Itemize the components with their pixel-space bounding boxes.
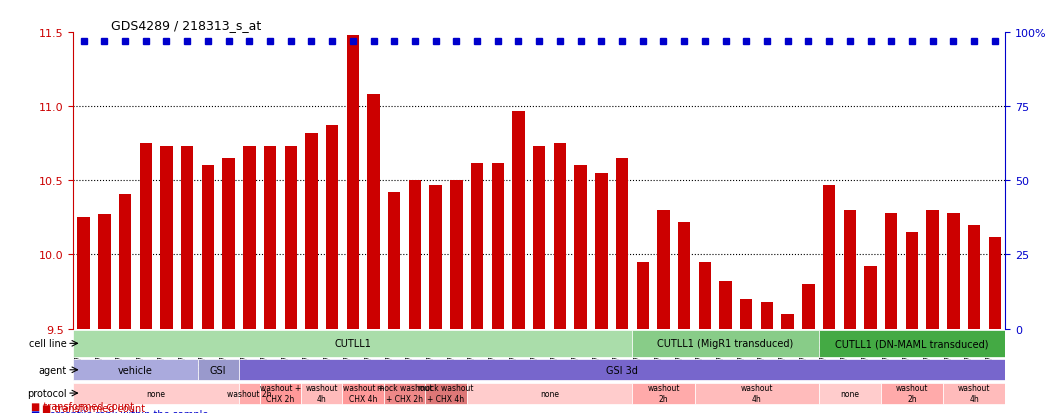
Bar	[658, 211, 670, 413]
FancyBboxPatch shape	[198, 359, 239, 380]
Text: washout
4h: washout 4h	[306, 383, 338, 403]
Text: ■ transformed count: ■ transformed count	[42, 403, 144, 413]
Bar	[906, 233, 918, 413]
Text: GSI: GSI	[210, 365, 226, 375]
FancyBboxPatch shape	[239, 359, 1005, 380]
Text: protocol: protocol	[27, 388, 67, 398]
Text: washout +
CHX 2h: washout + CHX 2h	[260, 383, 300, 403]
Bar	[512, 112, 525, 413]
Text: none: none	[147, 389, 165, 398]
FancyBboxPatch shape	[73, 383, 239, 404]
FancyBboxPatch shape	[260, 383, 302, 404]
Bar	[678, 222, 690, 413]
Bar	[222, 159, 235, 413]
Bar	[408, 181, 421, 413]
Bar	[575, 166, 586, 413]
Bar	[865, 267, 876, 413]
Bar	[616, 159, 628, 413]
Bar	[202, 166, 214, 413]
FancyBboxPatch shape	[73, 359, 198, 380]
Bar	[927, 211, 939, 413]
Text: washout
2h: washout 2h	[647, 383, 680, 403]
Bar	[595, 173, 607, 413]
Text: ■ percentile rank within the sample: ■ percentile rank within the sample	[31, 409, 208, 413]
Text: CUTLL1: CUTLL1	[334, 339, 372, 349]
Bar	[471, 163, 484, 413]
Bar	[181, 147, 194, 413]
FancyBboxPatch shape	[943, 383, 1005, 404]
Bar	[77, 218, 90, 413]
FancyBboxPatch shape	[881, 383, 943, 404]
FancyBboxPatch shape	[694, 383, 819, 404]
Text: vehicle: vehicle	[118, 365, 153, 375]
Text: mock washout
+ CHX 2h: mock washout + CHX 2h	[377, 383, 432, 403]
Bar	[450, 181, 463, 413]
Bar	[347, 36, 359, 413]
Bar	[948, 214, 959, 413]
Text: mock washout
+ CHX 4h: mock washout + CHX 4h	[418, 383, 474, 403]
Bar	[988, 237, 1001, 413]
FancyBboxPatch shape	[302, 383, 342, 404]
Bar	[367, 95, 380, 413]
Bar	[306, 133, 317, 413]
Bar	[429, 185, 442, 413]
FancyBboxPatch shape	[425, 383, 467, 404]
Text: CUTLL1 (DN-MAML transduced): CUTLL1 (DN-MAML transduced)	[836, 339, 988, 349]
Text: agent: agent	[39, 365, 67, 375]
Text: CUTLL1 (MigR1 transduced): CUTLL1 (MigR1 transduced)	[658, 339, 794, 349]
Bar	[554, 144, 566, 413]
Bar	[533, 147, 545, 413]
FancyBboxPatch shape	[632, 383, 694, 404]
Bar	[740, 299, 753, 413]
Bar	[781, 314, 794, 413]
Bar	[160, 147, 173, 413]
Bar	[885, 214, 897, 413]
Bar	[388, 193, 400, 413]
Text: ■ transformed count: ■ transformed count	[31, 401, 134, 411]
Bar	[719, 281, 732, 413]
FancyBboxPatch shape	[467, 383, 632, 404]
Bar	[761, 302, 773, 413]
Text: washout
2h: washout 2h	[895, 383, 929, 403]
Bar	[492, 163, 504, 413]
Bar	[844, 211, 856, 413]
FancyBboxPatch shape	[73, 330, 632, 357]
Text: none: none	[540, 389, 559, 398]
FancyBboxPatch shape	[819, 383, 881, 404]
Bar	[285, 147, 297, 413]
Bar	[637, 262, 649, 413]
Text: washout
4h: washout 4h	[740, 383, 773, 403]
Bar	[264, 147, 276, 413]
Bar	[119, 194, 131, 413]
Bar	[98, 215, 111, 413]
Text: GDS4289 / 218313_s_at: GDS4289 / 218313_s_at	[111, 19, 261, 32]
Bar	[967, 225, 980, 413]
Text: cell line: cell line	[29, 339, 67, 349]
Bar	[326, 126, 338, 413]
Bar	[823, 185, 836, 413]
Bar	[243, 147, 255, 413]
FancyBboxPatch shape	[239, 383, 260, 404]
Text: GSI 3d: GSI 3d	[606, 365, 638, 375]
Bar	[139, 144, 152, 413]
FancyBboxPatch shape	[384, 383, 425, 404]
Bar	[802, 285, 815, 413]
Text: washout 2h: washout 2h	[227, 389, 271, 398]
Bar	[698, 262, 711, 413]
Text: washout
4h: washout 4h	[958, 383, 990, 403]
FancyBboxPatch shape	[819, 330, 1005, 357]
FancyBboxPatch shape	[342, 383, 384, 404]
Text: washout +
CHX 4h: washout + CHX 4h	[342, 383, 384, 403]
Text: none: none	[841, 389, 860, 398]
FancyBboxPatch shape	[632, 330, 819, 357]
